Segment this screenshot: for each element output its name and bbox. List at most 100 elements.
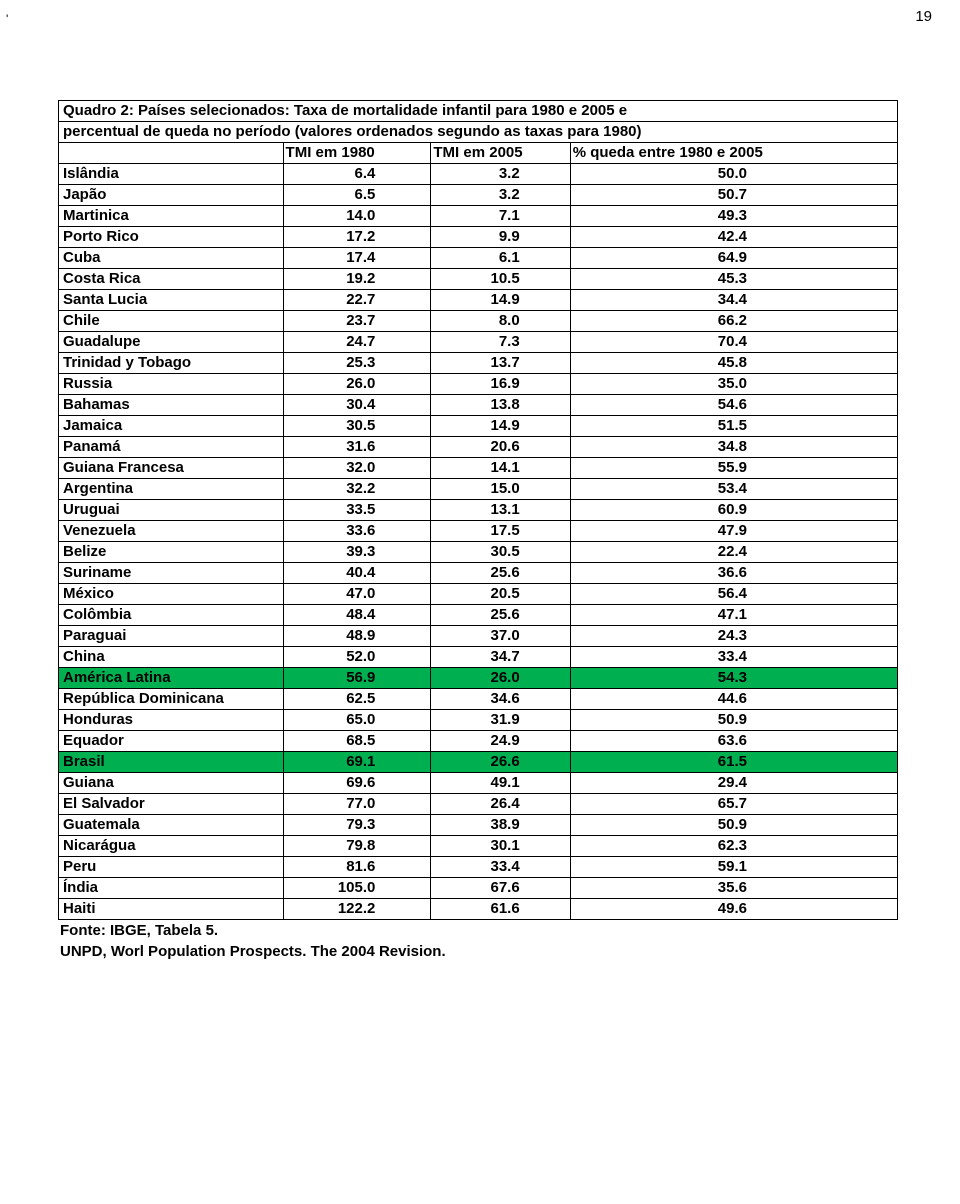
cell-pct: 54.3 <box>570 668 897 689</box>
cell-tmi1980: 6.4 <box>283 164 431 185</box>
col-header-country <box>59 143 284 164</box>
cell-pct: 36.6 <box>570 563 897 584</box>
cell-pct: 49.6 <box>570 899 897 920</box>
table-row: Suriname40.425.636.6 <box>59 563 898 584</box>
cell-pct: 45.8 <box>570 353 897 374</box>
cell-country: Russia <box>59 374 284 395</box>
table-row: Japão6.53.250.7 <box>59 185 898 206</box>
cell-country: República Dominicana <box>59 689 284 710</box>
table-row: República Dominicana62.534.644.6 <box>59 689 898 710</box>
cell-tmi2005: 6.1 <box>431 248 570 269</box>
tick-mark: ' <box>6 12 8 26</box>
mortality-table: Quadro 2: Países selecionados: Taxa de m… <box>58 100 898 920</box>
cell-pct: 59.1 <box>570 857 897 878</box>
cell-country: Panamá <box>59 437 284 458</box>
cell-country: Jamaica <box>59 416 284 437</box>
table-row: Russia26.016.935.0 <box>59 374 898 395</box>
cell-country: Costa Rica <box>59 269 284 290</box>
table-row: Chile23.78.066.2 <box>59 311 898 332</box>
cell-pct: 53.4 <box>570 479 897 500</box>
table-row: Belize39.330.522.4 <box>59 542 898 563</box>
cell-tmi2005: 3.2 <box>431 164 570 185</box>
cell-tmi1980: 122.2 <box>283 899 431 920</box>
cell-country: Paraguai <box>59 626 284 647</box>
table-row: Nicarágua79.830.162.3 <box>59 836 898 857</box>
cell-tmi2005: 67.6 <box>431 878 570 899</box>
cell-tmi2005: 7.3 <box>431 332 570 353</box>
cell-tmi1980: 33.6 <box>283 521 431 542</box>
col-header-pct: % queda entre 1980 e 2005 <box>570 143 897 164</box>
cell-tmi1980: 56.9 <box>283 668 431 689</box>
cell-pct: 66.2 <box>570 311 897 332</box>
cell-country: Uruguai <box>59 500 284 521</box>
cell-country: Islândia <box>59 164 284 185</box>
cell-tmi1980: 17.2 <box>283 227 431 248</box>
cell-pct: 64.9 <box>570 248 897 269</box>
cell-country: México <box>59 584 284 605</box>
cell-tmi2005: 49.1 <box>431 773 570 794</box>
cell-country: Índia <box>59 878 284 899</box>
page-number: 19 <box>915 8 932 25</box>
table-row: México47.020.556.4 <box>59 584 898 605</box>
table-row: Trinidad y Tobago25.313.745.8 <box>59 353 898 374</box>
cell-tmi2005: 17.5 <box>431 521 570 542</box>
table-row: Brasil69.126.661.5 <box>59 752 898 773</box>
cell-tmi2005: 10.5 <box>431 269 570 290</box>
table-row: Guiana69.649.129.4 <box>59 773 898 794</box>
cell-country: Santa Lucia <box>59 290 284 311</box>
table-row: Honduras65.031.950.9 <box>59 710 898 731</box>
cell-country: Martinica <box>59 206 284 227</box>
cell-pct: 50.7 <box>570 185 897 206</box>
cell-pct: 62.3 <box>570 836 897 857</box>
cell-country: Belize <box>59 542 284 563</box>
cell-tmi1980: 48.9 <box>283 626 431 647</box>
col-header-tmi2005: TMI em 2005 <box>431 143 570 164</box>
cell-country: Trinidad y Tobago <box>59 353 284 374</box>
source-line-2: UNPD, Worl Population Prospects. The 200… <box>60 943 900 962</box>
cell-tmi2005: 34.7 <box>431 647 570 668</box>
cell-tmi2005: 14.9 <box>431 416 570 437</box>
table-title-2: percentual de queda no período (valores … <box>59 122 898 143</box>
table-row: América Latina56.926.054.3 <box>59 668 898 689</box>
cell-tmi2005: 30.1 <box>431 836 570 857</box>
cell-tmi1980: 32.2 <box>283 479 431 500</box>
cell-tmi1980: 24.7 <box>283 332 431 353</box>
cell-country: Honduras <box>59 710 284 731</box>
cell-tmi2005: 20.6 <box>431 437 570 458</box>
cell-country: Venezuela <box>59 521 284 542</box>
cell-tmi2005: 20.5 <box>431 584 570 605</box>
cell-tmi1980: 77.0 <box>283 794 431 815</box>
cell-pct: 65.7 <box>570 794 897 815</box>
cell-country: Cuba <box>59 248 284 269</box>
table-row: Martinica14.07.149.3 <box>59 206 898 227</box>
cell-tmi2005: 38.9 <box>431 815 570 836</box>
cell-tmi2005: 9.9 <box>431 227 570 248</box>
cell-tmi2005: 61.6 <box>431 899 570 920</box>
table-title-row-1: Quadro 2: Países selecionados: Taxa de m… <box>59 101 898 122</box>
cell-pct: 50.0 <box>570 164 897 185</box>
cell-country: Porto Rico <box>59 227 284 248</box>
cell-tmi2005: 13.7 <box>431 353 570 374</box>
cell-tmi1980: 52.0 <box>283 647 431 668</box>
cell-pct: 29.4 <box>570 773 897 794</box>
cell-country: Nicarágua <box>59 836 284 857</box>
cell-country: Brasil <box>59 752 284 773</box>
cell-tmi1980: 22.7 <box>283 290 431 311</box>
cell-tmi1980: 69.1 <box>283 752 431 773</box>
table-row: Guatemala79.338.950.9 <box>59 815 898 836</box>
cell-tmi2005: 34.6 <box>431 689 570 710</box>
source-line-1: Fonte: IBGE, Tabela 5. <box>60 922 900 941</box>
table-row: Guadalupe24.77.370.4 <box>59 332 898 353</box>
col-header-tmi1980: TMI em 1980 <box>283 143 431 164</box>
cell-pct: 63.6 <box>570 731 897 752</box>
cell-country: Bahamas <box>59 395 284 416</box>
cell-tmi2005: 13.8 <box>431 395 570 416</box>
cell-pct: 60.9 <box>570 500 897 521</box>
cell-pct: 34.4 <box>570 290 897 311</box>
cell-tmi2005: 25.6 <box>431 563 570 584</box>
cell-tmi2005: 26.0 <box>431 668 570 689</box>
table-row: El Salvador77.026.465.7 <box>59 794 898 815</box>
cell-pct: 45.3 <box>570 269 897 290</box>
cell-tmi1980: 47.0 <box>283 584 431 605</box>
table-row: Paraguai48.937.024.3 <box>59 626 898 647</box>
